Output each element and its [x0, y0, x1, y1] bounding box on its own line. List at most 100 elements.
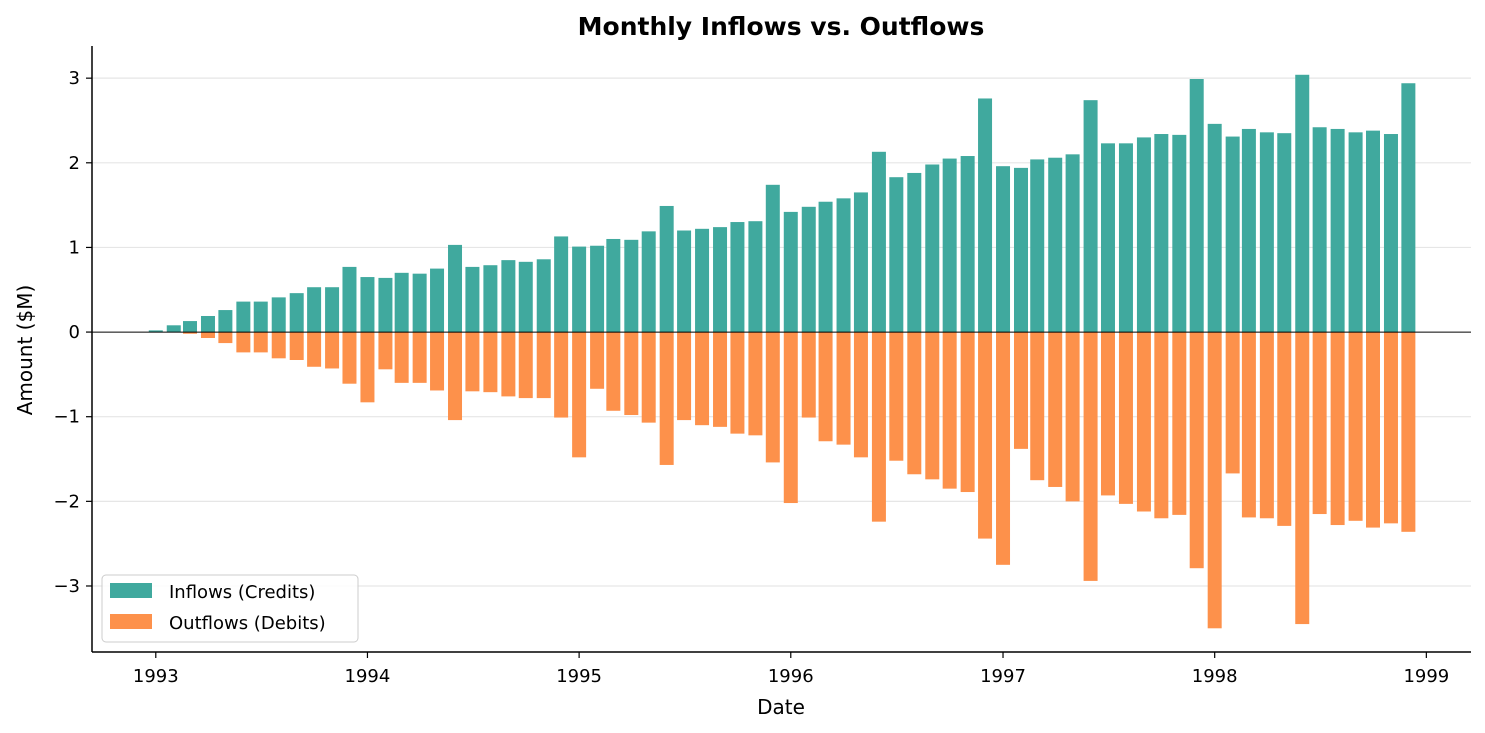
outflow-bar	[1383, 332, 1398, 524]
inflow-bar	[853, 192, 868, 333]
inflow-bar	[394, 272, 409, 333]
x-tick-label: 1999	[1403, 666, 1449, 687]
grid-layer	[92, 77, 1471, 587]
outflow-bar	[1083, 332, 1098, 581]
outflow-bar	[1013, 332, 1028, 449]
outflow-bar	[236, 332, 251, 353]
inflow-bar	[1207, 123, 1222, 333]
outflow-bar	[996, 332, 1011, 565]
inflow-bar	[925, 164, 940, 333]
inflow-bar	[996, 166, 1011, 333]
inflow-bar	[430, 268, 445, 333]
outflow-bar	[554, 332, 569, 418]
inflow-bar	[536, 259, 551, 333]
inflow-bar	[1030, 159, 1045, 333]
legend-swatch-outflows	[110, 614, 152, 629]
outflow-bar	[871, 332, 886, 522]
inflow-bar	[412, 273, 427, 333]
y-tick-label: 2	[69, 153, 80, 174]
x-tick-label: 1994	[345, 666, 391, 687]
inflow-bar	[1401, 83, 1416, 333]
outflow-bar	[695, 332, 710, 426]
outflow-bar	[677, 332, 692, 421]
outflow-bar	[1295, 332, 1310, 625]
inflow-bar	[641, 231, 656, 333]
outflow-bar	[1401, 332, 1416, 532]
outflow-bar	[572, 332, 587, 458]
outflow-bar	[1189, 332, 1204, 569]
x-tick-label: 1997	[980, 666, 1026, 687]
x-axis-label: Date	[757, 695, 805, 719]
y-tick-label: −2	[53, 491, 80, 512]
inflow-bar	[218, 310, 233, 333]
legend-swatch-inflows	[110, 583, 152, 598]
legend-frame	[101, 574, 359, 643]
outflow-bar	[518, 332, 533, 399]
inflow-bar	[695, 228, 710, 333]
x-tick-label: 1998	[1192, 666, 1238, 687]
legend: Inflows (Credits) Outflows (Debits)	[101, 574, 359, 643]
inflow-bar	[1048, 157, 1063, 333]
outflow-bar	[253, 332, 268, 353]
outflow-bar	[1207, 332, 1222, 629]
inflow-bar	[836, 198, 851, 333]
outflow-bar	[1259, 332, 1274, 519]
inflow-bar	[1365, 130, 1380, 333]
inflow-bar	[871, 151, 886, 333]
legend-label-outflows: Outflows (Debits)	[169, 613, 326, 634]
outflow-bar	[853, 332, 868, 458]
outflow-bar	[1136, 332, 1151, 512]
outflow-bar	[818, 332, 833, 442]
chart-title: Monthly Inflows vs. Outflows	[578, 12, 985, 41]
inflow-bar	[677, 230, 692, 333]
inflow-bar	[1172, 134, 1187, 333]
inflow-bar	[360, 277, 375, 333]
inflow-bar	[1330, 128, 1345, 333]
outflow-bar	[501, 332, 516, 397]
inflow-bar	[518, 261, 533, 333]
outflow-bar	[1030, 332, 1045, 481]
outflow-bar	[430, 332, 445, 391]
inflow-bar	[1259, 132, 1274, 333]
outflow-bar	[360, 332, 375, 403]
inflow-bar	[1348, 132, 1363, 333]
outflow-bar	[907, 332, 922, 475]
inflow-bar	[1383, 134, 1398, 333]
inflow-bar	[1013, 167, 1028, 333]
inflow-bar	[1189, 79, 1204, 333]
outflow-bar	[378, 332, 393, 370]
outflow-bar	[1330, 332, 1345, 526]
outflow-bar	[942, 332, 957, 489]
outflow-bar	[889, 332, 904, 461]
inflow-bar	[572, 246, 587, 333]
y-axis-ticks: −3 −2 −1 0 1 2 3	[53, 68, 92, 597]
outflow-bar	[1048, 332, 1063, 487]
inflow-bar	[818, 201, 833, 333]
inflow-bar	[960, 156, 975, 333]
inflow-bar	[1065, 154, 1080, 333]
outflow-bar	[590, 332, 605, 389]
outflow-bar	[342, 332, 357, 384]
outflow-bar	[606, 332, 621, 411]
inflow-bar	[801, 206, 816, 333]
inflow-bar	[907, 172, 922, 333]
outflow-bar	[448, 332, 463, 421]
inflow-bar	[889, 177, 904, 333]
inflow-bar	[624, 239, 639, 333]
y-axis-label: Amount ($M)	[13, 285, 37, 416]
outflow-bar	[1348, 332, 1363, 521]
inflow-bar	[166, 325, 181, 333]
bars-layer	[148, 74, 1416, 629]
inflow-bar	[465, 266, 480, 333]
outflow-bar	[183, 332, 198, 334]
inflow-bar	[501, 260, 516, 333]
legend-label-inflows: Inflows (Credits)	[169, 582, 315, 603]
outflow-bar	[200, 332, 215, 338]
y-tick-label: 0	[69, 322, 80, 343]
inflow-bar	[659, 205, 674, 333]
outflow-bar	[1154, 332, 1169, 519]
inflow-bar	[483, 265, 498, 333]
inflow-bar	[325, 287, 340, 333]
outflow-bar	[394, 332, 409, 383]
